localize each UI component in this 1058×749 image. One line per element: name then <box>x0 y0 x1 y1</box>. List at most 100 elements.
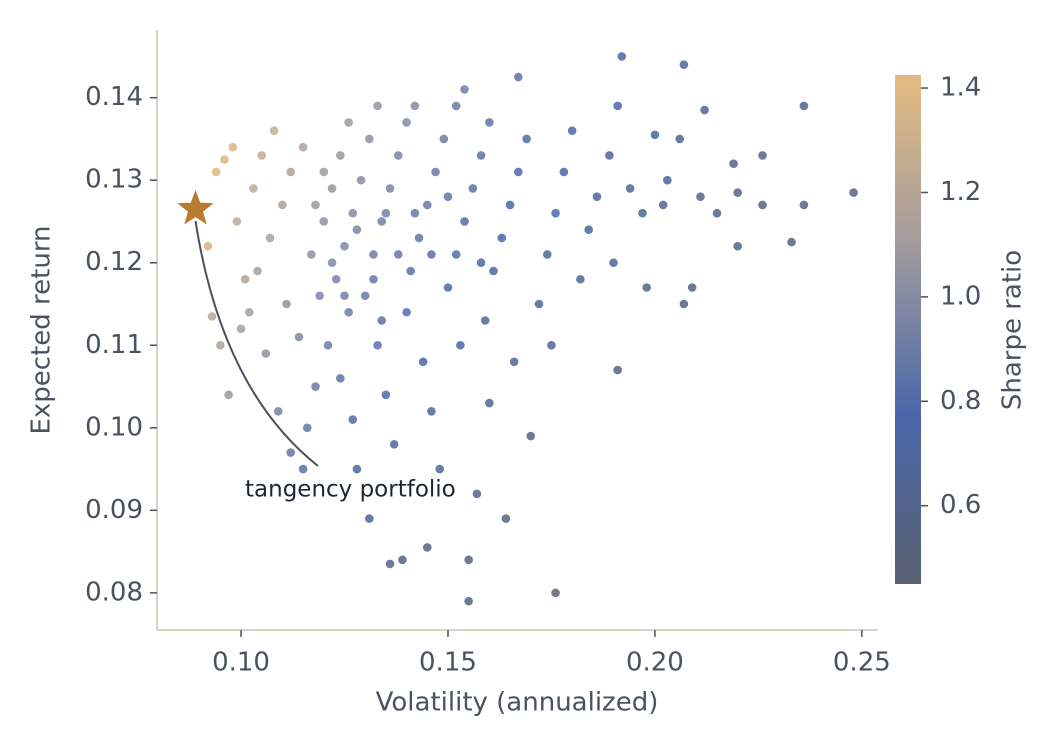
point <box>216 340 225 350</box>
point <box>369 274 378 284</box>
y-tick-label: 0.12 <box>85 247 143 277</box>
point <box>472 489 482 499</box>
point <box>336 373 345 383</box>
point <box>244 307 254 317</box>
point <box>220 155 229 164</box>
point <box>422 200 432 210</box>
point <box>418 357 428 367</box>
point <box>679 60 689 69</box>
point <box>331 274 341 284</box>
point <box>298 464 308 474</box>
point <box>687 283 697 292</box>
point <box>650 130 660 140</box>
point <box>393 151 403 160</box>
point <box>439 134 449 144</box>
point <box>253 266 262 276</box>
point <box>381 390 391 400</box>
point <box>356 175 366 185</box>
point <box>613 365 622 375</box>
y-tick-label: 0.08 <box>85 577 143 607</box>
point <box>605 151 614 160</box>
tangency-star <box>177 190 214 225</box>
y-tick-label: 0.14 <box>85 82 143 112</box>
point <box>658 200 668 210</box>
point <box>551 588 560 598</box>
point <box>509 357 519 367</box>
point <box>352 464 362 474</box>
point <box>257 151 267 160</box>
point <box>315 291 324 301</box>
point <box>733 188 742 197</box>
point <box>311 382 320 391</box>
point <box>547 340 556 350</box>
point <box>427 250 436 259</box>
point <box>373 340 382 350</box>
point <box>327 184 337 193</box>
point <box>485 398 494 408</box>
point <box>340 241 349 251</box>
point <box>410 208 420 218</box>
point <box>249 184 258 193</box>
point <box>307 250 316 259</box>
point <box>443 192 453 202</box>
point <box>323 340 333 350</box>
point <box>625 184 635 193</box>
y-axis-label: Expected return <box>27 225 57 434</box>
point <box>406 266 416 276</box>
point <box>642 283 651 292</box>
point <box>799 101 809 111</box>
point <box>269 126 279 135</box>
x-tick-label: 0.10 <box>212 648 270 678</box>
point <box>365 134 374 144</box>
point <box>514 72 523 82</box>
point <box>663 175 672 185</box>
point <box>203 241 213 251</box>
y-tick-label: 0.11 <box>85 330 143 360</box>
point <box>431 167 440 177</box>
colorbar-tick-label: 0.6 <box>940 490 981 520</box>
point <box>758 151 767 160</box>
point <box>340 291 349 301</box>
point <box>679 299 689 309</box>
x-tick-label: 0.25 <box>833 648 891 678</box>
point <box>534 299 544 309</box>
point <box>451 101 461 111</box>
point <box>464 596 473 606</box>
point <box>381 208 391 218</box>
point <box>613 101 622 111</box>
point <box>224 390 233 400</box>
y-tick-label: 0.09 <box>85 495 143 525</box>
point <box>286 167 295 177</box>
point <box>236 324 246 334</box>
point <box>480 316 490 325</box>
point <box>451 250 461 259</box>
point <box>551 208 560 218</box>
point <box>261 349 271 358</box>
colorbar <box>895 75 921 584</box>
point <box>514 167 523 177</box>
point <box>435 464 444 474</box>
point <box>240 274 250 284</box>
point <box>526 431 536 441</box>
point <box>476 258 486 268</box>
point <box>505 200 515 210</box>
point <box>456 340 465 350</box>
annotation: tangency portfolio <box>245 477 456 503</box>
colorbar-tick-label: 1.4 <box>940 73 981 103</box>
point <box>286 448 295 457</box>
point <box>543 250 552 259</box>
point <box>352 225 362 235</box>
point <box>211 167 221 177</box>
point <box>228 142 238 152</box>
point <box>567 126 577 135</box>
point <box>298 142 308 152</box>
point <box>422 543 432 552</box>
point <box>489 266 498 276</box>
point <box>522 134 531 144</box>
point <box>348 415 358 424</box>
point <box>427 406 436 416</box>
point <box>302 423 312 433</box>
point <box>468 184 478 193</box>
point <box>414 233 424 243</box>
